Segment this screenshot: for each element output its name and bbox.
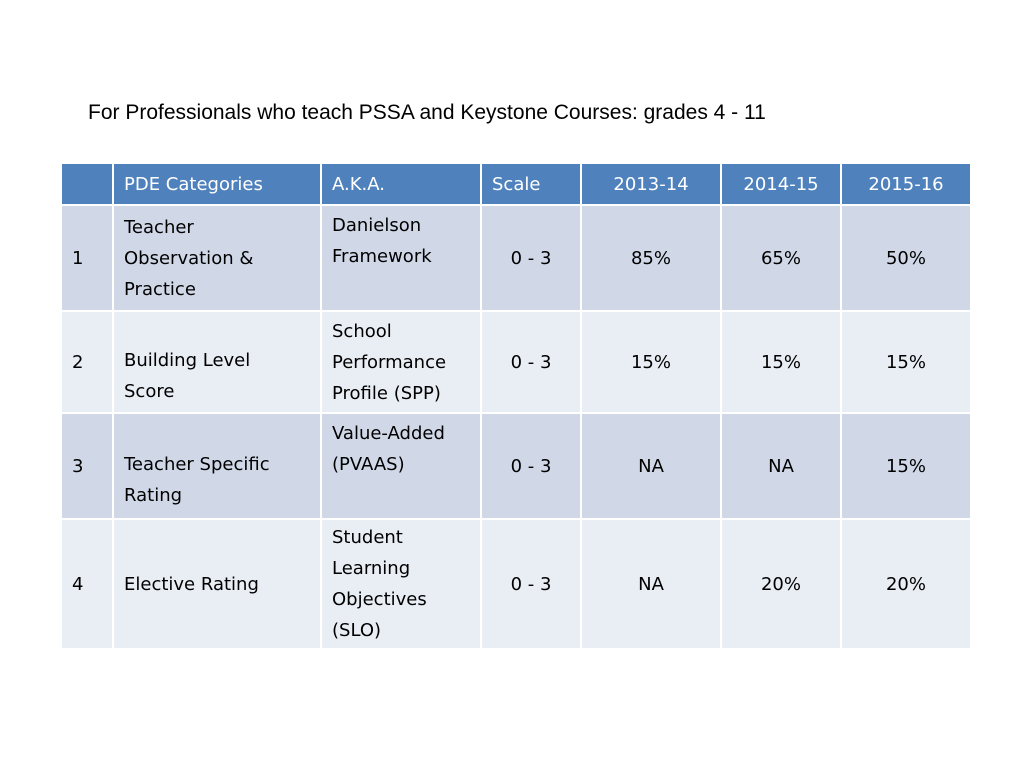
row-scale: 0 - 3 (480, 412, 582, 520)
row-number: 3 (60, 412, 114, 520)
row-aka: Student Learning Objectives (SLO) (320, 518, 482, 650)
row-category: Teacher Observation & Practice (112, 204, 322, 312)
row-2015-16: 50% (840, 204, 972, 312)
row-number: 2 (60, 310, 114, 414)
category-text: Teacher Observation & Practice (124, 216, 254, 300)
row-scale: 0 - 3 (480, 518, 582, 650)
row-2014-15: 65% (720, 204, 842, 312)
row-scale: 0 - 3 (480, 310, 582, 414)
header-2014-15: 2014-15 (720, 162, 842, 206)
row-2013-14: 15% (580, 310, 722, 414)
category-text: Teacher Specific Rating (124, 454, 270, 506)
header-aka: A.K.A. (320, 162, 482, 206)
row-category: Elective Rating (112, 518, 322, 650)
aka-text: Value-Added (PVAAS) (332, 423, 445, 475)
row-number: 1 (60, 204, 114, 312)
row-scale: 0 - 3 (480, 204, 582, 312)
aka-text: Danielson Framework (332, 215, 432, 267)
row-2014-15: NA (720, 412, 842, 520)
category-text: Building Level Score (124, 350, 251, 402)
row-2013-14: NA (580, 518, 722, 650)
slide-title: For Professionals who teach PSSA and Key… (88, 101, 766, 124)
row-number: 4 (60, 518, 114, 650)
row-2015-16: 15% (840, 310, 972, 414)
table-row: 4 Elective Rating Student Learning Objec… (60, 518, 972, 650)
header-scale: Scale (480, 162, 582, 206)
table-row: 3 Teacher Specific Rating Value-Added (P… (60, 412, 972, 520)
aka-text: Student Learning Objectives (SLO) (332, 527, 427, 641)
row-category: Teacher Specific Rating (112, 412, 322, 520)
row-2014-15: 20% (720, 518, 842, 650)
table-row: 1 Teacher Observation & Practice Daniels… (60, 204, 972, 312)
table-header-row: PDE Categories A.K.A. Scale 2013-14 2014… (60, 162, 972, 206)
aka-text: School Performance Profile (SPP) (332, 320, 447, 404)
header-pde-categories: PDE Categories (112, 162, 322, 206)
row-2014-15: 15% (720, 310, 842, 414)
row-2013-14: 85% (580, 204, 722, 312)
row-aka: Danielson Framework (320, 204, 482, 312)
row-aka: School Performance Profile (SPP) (320, 310, 482, 414)
row-category: Building Level Score (112, 310, 322, 414)
category-text: Elective Rating (124, 573, 259, 595)
header-2013-14: 2013-14 (580, 162, 722, 206)
row-2013-14: NA (580, 412, 722, 520)
header-2015-16: 2015-16 (840, 162, 972, 206)
row-aka: Value-Added (PVAAS) (320, 412, 482, 520)
table-row: 2 Building Level Score School Performanc… (60, 310, 972, 414)
pde-categories-table: PDE Categories A.K.A. Scale 2013-14 2014… (60, 162, 972, 650)
header-number (60, 162, 114, 206)
row-2015-16: 15% (840, 412, 972, 520)
row-2015-16: 20% (840, 518, 972, 650)
